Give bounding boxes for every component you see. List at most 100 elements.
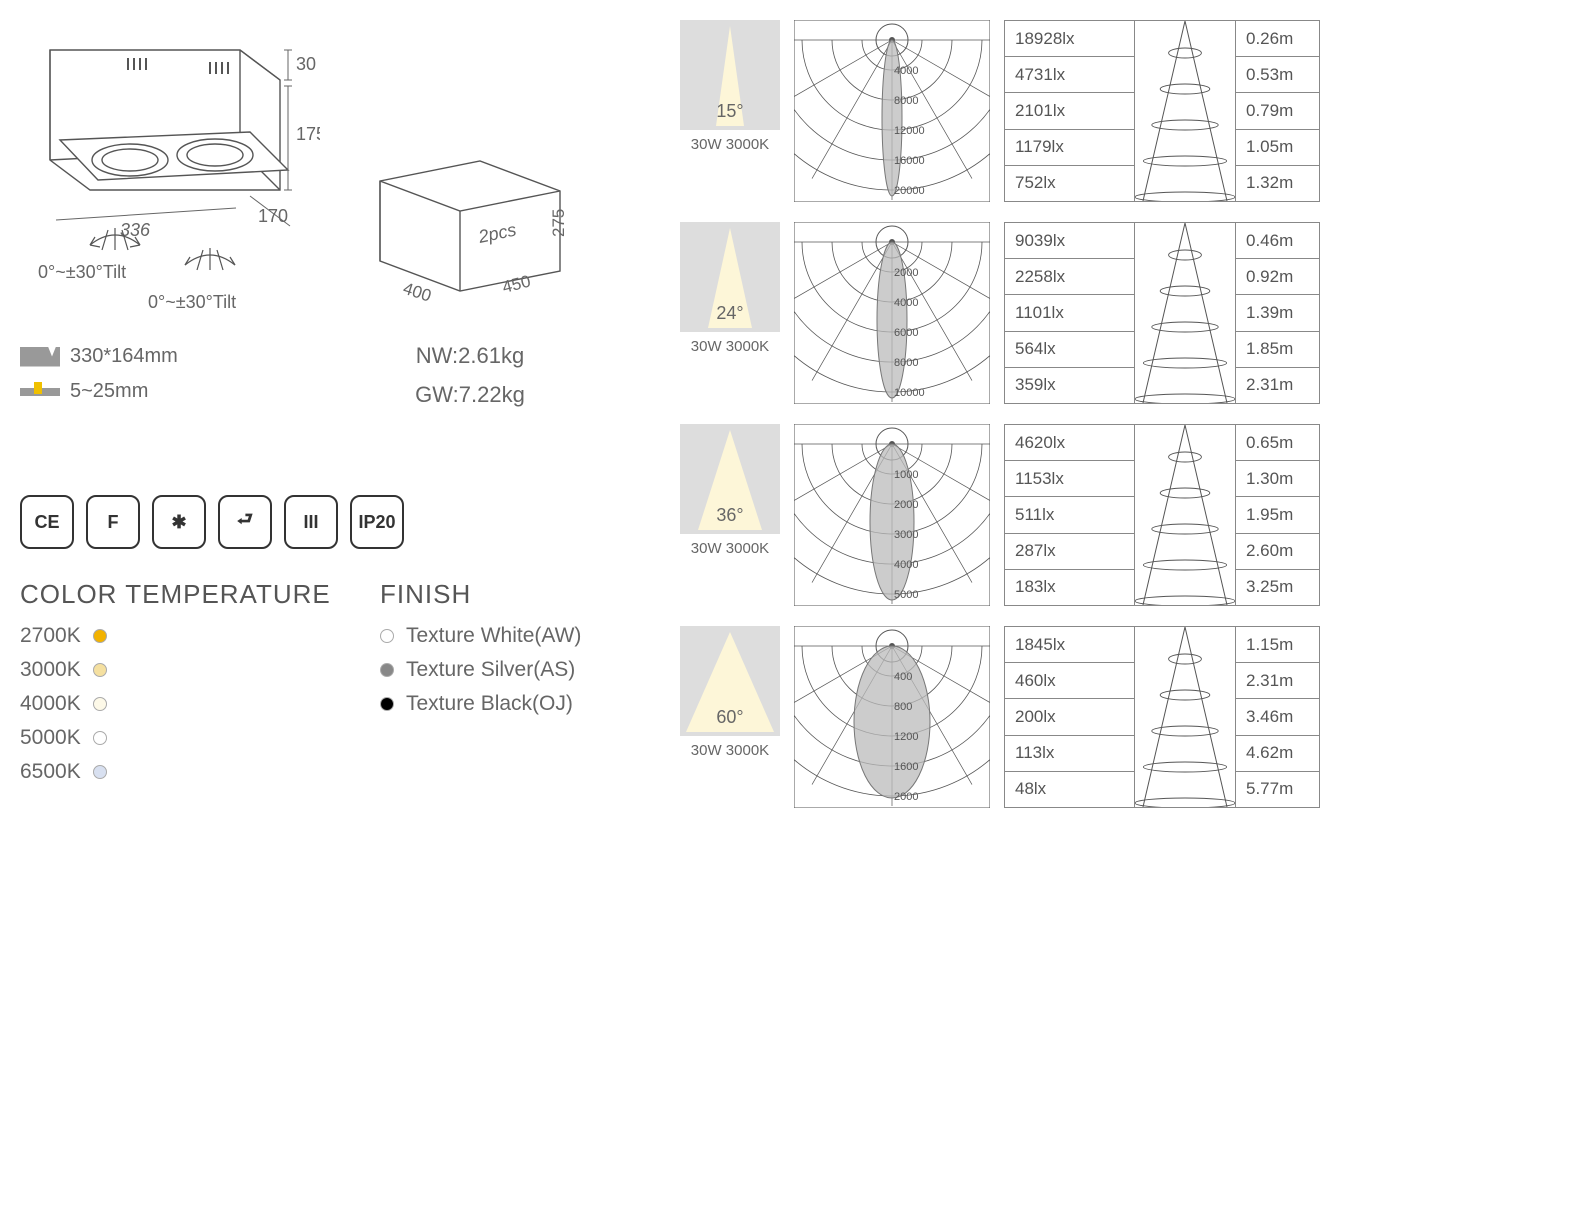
polar-tick: 2000 xyxy=(894,791,918,803)
color-temp-option: 2700K xyxy=(20,624,380,648)
illuminance-table: 4620lx 0.65m 1153lx 1.30m xyxy=(1004,424,1320,606)
cert-badge: CE xyxy=(20,495,74,549)
beam-label: 30W 3000K xyxy=(680,338,780,355)
fixture-drawing: 30 175 170 336 0°~±30°Tilt 0°~±30°Tilt xyxy=(20,20,320,415)
lux-cell: 9039lx xyxy=(1005,223,1135,259)
cutout-icon xyxy=(20,347,60,367)
dist-cell: 3.46m xyxy=(1236,699,1320,735)
finish-option: Texture White(AW) xyxy=(380,624,581,648)
polar-tick: 8000 xyxy=(894,95,918,107)
photometric-row: 24° 30W 3000K200040006000800010000 9039l… xyxy=(680,222,1553,404)
lux-cell: 564lx xyxy=(1005,331,1135,367)
dist-cell: 2.60m xyxy=(1236,533,1320,569)
polar-tick: 8000 xyxy=(894,357,918,369)
table-row: 9039lx 0.46m xyxy=(1005,223,1320,259)
lux-cell: 511lx xyxy=(1005,497,1135,533)
color-temp-label: 2700K xyxy=(20,624,81,648)
beam-icon-block: 24° 30W 3000K xyxy=(680,222,780,355)
lux-cell: 2101lx xyxy=(1005,93,1135,129)
color-temp-option: 4000K xyxy=(20,692,380,716)
dist-cell: 5.77m xyxy=(1236,771,1320,807)
header-color-temp: COLOR TEMPERATURE xyxy=(20,579,380,610)
beam-angle: 15° xyxy=(716,101,743,122)
polar-tick: 20000 xyxy=(894,185,925,197)
cert-badge: F xyxy=(86,495,140,549)
dist-cell: 0.26m xyxy=(1236,21,1320,57)
dist-cell: 1.39m xyxy=(1236,295,1320,331)
lux-cell: 4731lx xyxy=(1005,57,1135,93)
header-finish: FINISH xyxy=(380,579,471,610)
polar-tick: 3000 xyxy=(894,529,918,541)
tilt-label-2: 0°~±30°Tilt xyxy=(148,292,236,312)
polar-diagram: 40008000120001600020000 xyxy=(794,20,990,202)
polar-tick: 2000 xyxy=(894,267,918,279)
finish-option: Texture Silver(AS) xyxy=(380,658,581,682)
finish-label: Texture Silver(AS) xyxy=(406,658,575,682)
table-row: 18928lx 0.26m xyxy=(1005,21,1320,57)
color-temp-label: 5000K xyxy=(20,726,81,750)
lux-cell: 1153lx xyxy=(1005,461,1135,497)
net-weight: NW:2.61kg xyxy=(360,336,580,376)
illuminance-table: 1845lx 1.15m 460lx 2.31m 2 xyxy=(1004,626,1320,808)
color-temp-label: 6500K xyxy=(20,760,81,784)
dist-cell: 2.31m xyxy=(1236,663,1320,699)
dist-cell: 0.79m xyxy=(1236,93,1320,129)
lux-cell: 359lx xyxy=(1005,367,1135,403)
color-temp-label: 4000K xyxy=(20,692,81,716)
dist-cell: 1.15m xyxy=(1236,627,1320,663)
dist-cell: 1.95m xyxy=(1236,497,1320,533)
beam-icon-block: 60° 30W 3000K xyxy=(680,626,780,759)
beam-box: 24° xyxy=(680,222,780,332)
beam-angle: 60° xyxy=(716,707,743,728)
lux-cell: 18928lx xyxy=(1005,21,1135,57)
gross-weight: GW:7.22kg xyxy=(360,375,580,415)
lux-cell: 1179lx xyxy=(1005,129,1135,165)
tilt-label-1: 0°~±30°Tilt xyxy=(38,262,126,282)
polar-tick: 4000 xyxy=(894,559,918,571)
polar-diagram: 400800120016002000 xyxy=(794,626,990,808)
lux-cell: 4620lx xyxy=(1005,425,1135,461)
color-swatch xyxy=(93,663,107,677)
illuminance-table: 9039lx 0.46m 2258lx 0.92m xyxy=(1004,222,1320,404)
photometric-row: 60° 30W 3000K400800120016002000 1845lx 1… xyxy=(680,626,1553,808)
box-dim-h: 275 xyxy=(549,208,568,236)
polar-diagram: 200040006000800010000 xyxy=(794,222,990,404)
polar-tick: 16000 xyxy=(894,155,925,167)
throw-cone xyxy=(1135,627,1235,807)
lux-cell: 48lx xyxy=(1005,771,1135,807)
cert-badge: IP20 xyxy=(350,495,404,549)
dist-cell: 2.31m xyxy=(1236,367,1320,403)
dist-cell: 0.46m xyxy=(1236,223,1320,259)
color-temp-label: 3000K xyxy=(20,658,81,682)
beam-icon-block: 15° 30W 3000K xyxy=(680,20,780,153)
dist-cell: 1.05m xyxy=(1236,129,1320,165)
finish-option: Texture Black(OJ) xyxy=(380,692,581,716)
polar-tick: 400 xyxy=(894,671,912,683)
finish-label: Texture White(AW) xyxy=(406,624,581,648)
box-dim-w: 400 xyxy=(401,279,434,301)
throw-cone xyxy=(1135,21,1235,201)
polar-tick: 1600 xyxy=(894,761,918,773)
lux-cell: 183lx xyxy=(1005,569,1135,605)
finish-list: Texture White(AW) Texture Silver(AS) Textu… xyxy=(380,624,581,794)
lux-cell: 1101lx xyxy=(1005,295,1135,331)
beam-label: 30W 3000K xyxy=(680,540,780,557)
lux-cell: 1845lx xyxy=(1005,627,1135,663)
dim-depth: 170 xyxy=(258,206,288,226)
finish-swatch xyxy=(380,663,394,677)
color-swatch xyxy=(93,765,107,779)
cert-badge: III xyxy=(284,495,338,549)
thickness-value: 5~25mm xyxy=(70,380,148,403)
lux-cell: 113lx xyxy=(1005,735,1135,771)
polar-tick: 1000 xyxy=(894,469,918,481)
polar-tick: 4000 xyxy=(894,65,918,77)
polar-tick: 6000 xyxy=(894,327,918,339)
illuminance-table: 18928lx 0.26m 4731lx 0.53m xyxy=(1004,20,1320,202)
color-temp-option: 3000K xyxy=(20,658,380,682)
lux-cell: 2258lx xyxy=(1005,259,1135,295)
beam-angle: 36° xyxy=(716,505,743,526)
color-temp-option: 5000K xyxy=(20,726,380,750)
polar-tick: 1200 xyxy=(894,731,918,743)
beam-box: 15° xyxy=(680,20,780,130)
photometric-row: 36° 30W 3000K10002000300040005000 4620lx… xyxy=(680,424,1553,606)
